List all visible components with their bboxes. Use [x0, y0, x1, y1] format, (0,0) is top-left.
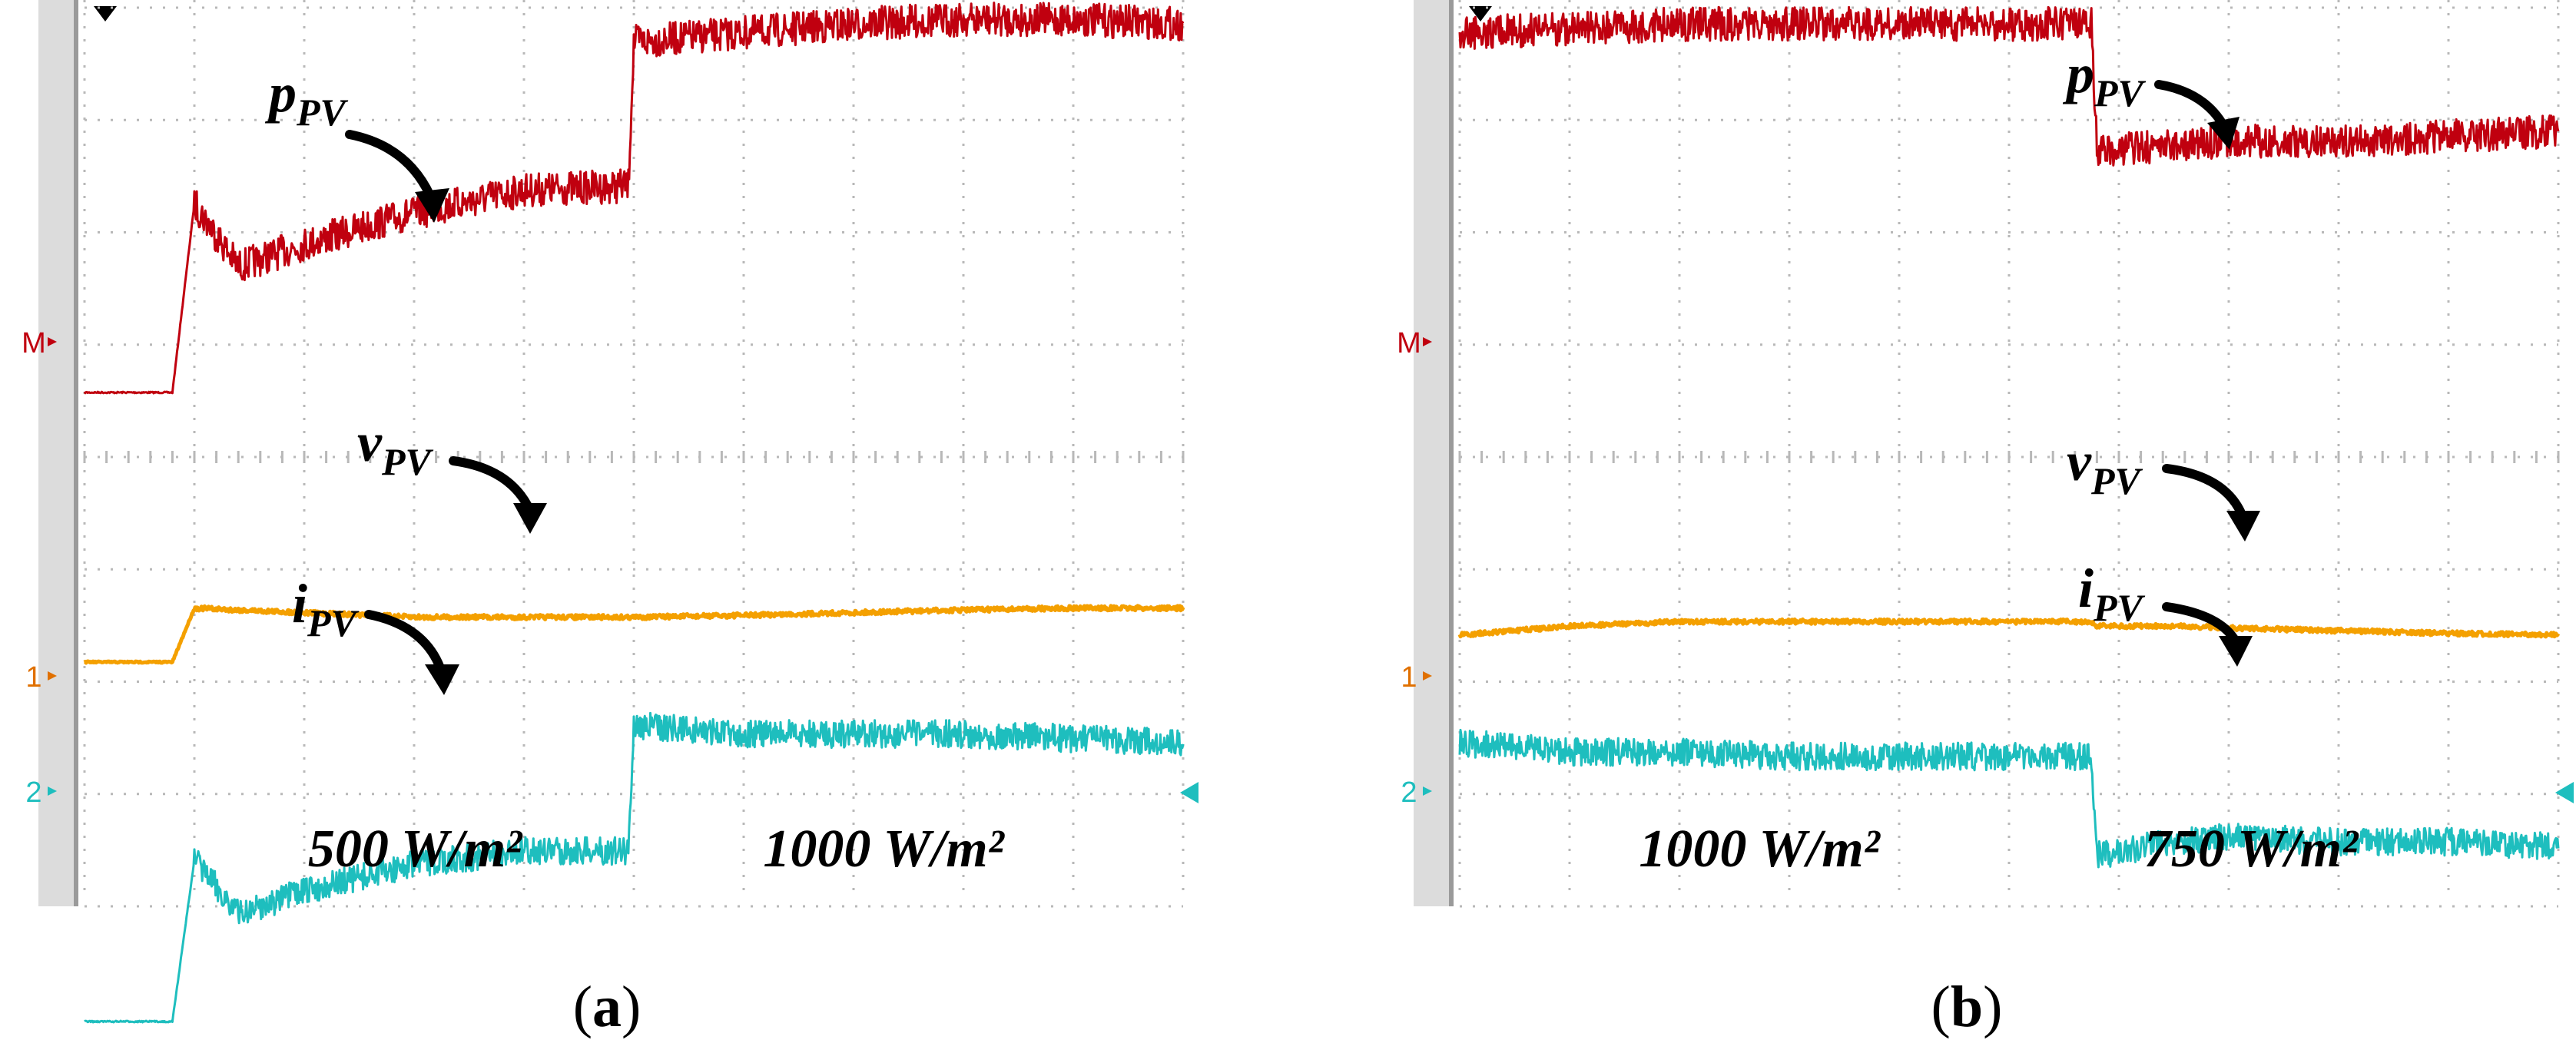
caption-b: (b) — [1931, 975, 2003, 1039]
trace-label-main: p — [264, 62, 297, 124]
channel-2-right-marker-icon — [1180, 782, 1198, 803]
trace-label-arrow — [2162, 464, 2248, 523]
trace-label-text: iPV — [2078, 558, 2146, 629]
trace-label-arrowhead-icon — [425, 664, 459, 695]
trace-iPV — [1458, 728, 2560, 869]
channel-marker-arrow-icon — [1423, 337, 1432, 346]
caption-a-letter: a — [592, 975, 622, 1039]
trace-label-text: iPV — [292, 573, 360, 644]
irradiance-annotation: 1000 W/m² — [1639, 820, 1881, 879]
trace-pPV — [83, 2, 1185, 395]
trace-label-main: i — [292, 573, 307, 634]
trace-label-main: v — [357, 412, 383, 473]
trace-label-sub: PV — [2090, 459, 2143, 502]
trace-label-arrow — [449, 456, 535, 515]
trace-vPV — [83, 604, 1185, 665]
channel-marker-arrow-icon — [48, 337, 57, 346]
trace-label-main: p — [2062, 43, 2094, 104]
channel-marker-arrow-icon — [48, 671, 57, 681]
trace-label-pPV: pPV — [2062, 43, 2239, 150]
scope-left-bar — [38, 0, 74, 906]
irradiance-annotation: 500 W/m² — [308, 820, 523, 879]
trace-label-arrowhead-icon — [2219, 636, 2253, 667]
scope-left-edge — [1449, 0, 1454, 906]
irradiance-annotation: 750 W/m² — [2144, 820, 2359, 879]
channel-2-right-marker-icon — [2555, 782, 2574, 803]
scope-grid — [83, 0, 1185, 908]
trace-pPV — [1458, 5, 2560, 167]
channel-marker-arrow-icon — [48, 786, 57, 796]
trace-label-arrow — [364, 610, 446, 677]
trace-label-vPV: vPV — [357, 412, 547, 534]
trace-label-pPV: pPV — [264, 62, 449, 223]
channel-marker-label: M — [22, 327, 46, 359]
trace-label-main: v — [2067, 431, 2092, 492]
channel-marker-label: M — [1397, 327, 1421, 359]
trace-label-arrow — [2154, 80, 2229, 131]
scope-panel-a: M 1 2 pPV vPV iPV 500 W/m² 1000 W/m² — [0, 0, 1245, 1024]
trace-label-sub: PV — [2094, 71, 2147, 114]
channel-marker-label: 1 — [1401, 661, 1417, 694]
trace-label-iPV: iPV — [292, 573, 459, 695]
channel-marker-label: 2 — [1401, 777, 1417, 809]
trace-label-text: vPV — [357, 412, 434, 483]
trace-label-arrowhead-icon — [2226, 511, 2260, 541]
trace-label-vPV: vPV — [2067, 431, 2260, 541]
channel-marker-arrow-icon — [1423, 671, 1432, 681]
trace-label-sub: PV — [296, 91, 349, 134]
channel-marker-label: 2 — [25, 777, 41, 809]
trace-label-text: pPV — [2062, 43, 2147, 114]
trace-label-text: vPV — [2067, 431, 2143, 502]
scope-panel-b: M 1 2 pPV vPV iPV 1000 W/m² 750 W/m² — [1375, 0, 2576, 952]
trace-label-arrowhead-icon — [513, 503, 547, 534]
caption-a: (a) — [572, 975, 642, 1039]
scope-left-edge — [74, 0, 78, 906]
trace-label-sub: PV — [381, 440, 434, 483]
trace-iPV — [84, 711, 1185, 1024]
trace-label-sub: PV — [307, 601, 360, 644]
trace-label-arrowhead-icon — [415, 188, 449, 223]
caption-b-letter: b — [1950, 975, 1984, 1039]
trigger-marker-icon — [94, 6, 117, 22]
channel-marker-arrow-icon — [1423, 786, 1432, 796]
trace-label-main: i — [2078, 558, 2094, 619]
scope-left-bar — [1414, 0, 1449, 906]
trace-label-sub: PV — [2093, 586, 2146, 629]
trace-label-arrowhead-icon — [2207, 117, 2239, 150]
trace-label-arrow — [2162, 602, 2240, 646]
irradiance-annotation: 1000 W/m² — [763, 820, 1005, 879]
trigger-marker-icon — [1469, 6, 1492, 22]
trace-label-text: pPV — [264, 62, 349, 134]
trace-vPV — [1457, 617, 2561, 639]
scope-grid — [1458, 0, 2560, 908]
trace-label-iPV: iPV — [2078, 558, 2253, 667]
trace-label-arrow — [345, 130, 435, 200]
channel-marker-label: 1 — [25, 661, 41, 694]
